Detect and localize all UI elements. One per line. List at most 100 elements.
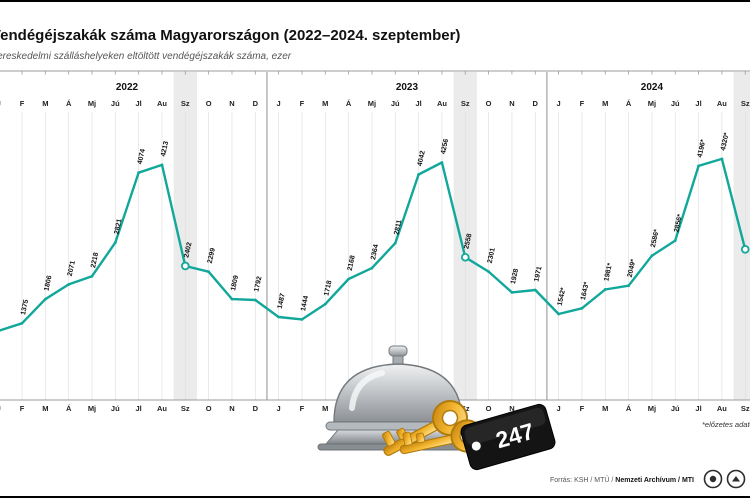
month-label-bottom: Mj (648, 404, 656, 413)
point-marker (627, 284, 630, 288)
month-label-bottom: Jl (136, 404, 142, 413)
month-label-top: F (20, 99, 25, 108)
month-label-bottom: F (580, 404, 585, 413)
month-label-top: F (300, 99, 305, 108)
data-label: 4074 (137, 148, 147, 165)
point-marker (113, 241, 117, 244)
point-marker (137, 171, 141, 175)
month-label-top: J (277, 99, 281, 108)
month-label-top: F (580, 99, 585, 108)
month-label-top: D (533, 99, 539, 108)
point-marker (417, 173, 421, 176)
month-label-top: Jl (695, 99, 701, 108)
month-label-bottom: M (322, 404, 328, 413)
data-label: 2821 (113, 218, 123, 235)
year-label: 2023 (396, 82, 419, 93)
month-label-bottom: J (0, 404, 1, 413)
month-label-bottom: Sz (461, 404, 470, 413)
page-title: Vendégéjszakák száma Magyarországon (202… (0, 27, 461, 44)
data-label: 2299 (207, 247, 217, 264)
point-marker (67, 283, 71, 286)
month-label-top: Jú (671, 99, 680, 108)
month-label-top: Jl (415, 99, 421, 108)
point-marker (160, 163, 164, 167)
mtva-logo-icon (703, 469, 723, 489)
month-label-top: Au (157, 99, 167, 108)
data-label: 2168 (347, 255, 357, 272)
point-marker (253, 298, 257, 302)
month-label-top: Sz (741, 99, 750, 108)
september-marker (460, 252, 470, 262)
data-label: 2558 (463, 233, 473, 250)
data-label: 1971 (533, 266, 543, 283)
key-tag-icon: 247 (460, 403, 556, 471)
september-marker (181, 261, 190, 271)
data-label: 1487 (277, 293, 287, 310)
point-marker (440, 161, 444, 164)
data-label: 1792 (253, 276, 263, 293)
point-marker (43, 297, 47, 301)
september-marker (740, 245, 750, 254)
data-label: 2049* (627, 258, 638, 278)
bottom-border (0, 496, 750, 498)
point-marker (370, 266, 374, 270)
point-marker (347, 277, 351, 281)
data-label: 2586* (650, 228, 661, 248)
month-label-top: M (322, 99, 328, 108)
month-label-top: J (557, 99, 561, 108)
month-label-top: Au (437, 99, 447, 108)
month-label-bottom: M (42, 404, 48, 413)
data-label: 4213 (160, 141, 170, 158)
point-marker (533, 288, 537, 292)
month-label-top: Jl (136, 99, 142, 108)
month-label-top: Au (717, 99, 727, 108)
point-marker (673, 239, 677, 243)
data-label: 4320* (720, 132, 731, 152)
point-marker (230, 297, 234, 301)
point-marker (277, 315, 281, 319)
month-label-top: N (229, 99, 234, 108)
month-label-top: Mj (88, 99, 96, 108)
data-label: 4256 (440, 138, 450, 155)
month-label-top: M (42, 99, 48, 108)
point-marker (580, 306, 584, 310)
month-label-bottom: Á (66, 404, 72, 413)
key-icon (381, 400, 468, 456)
month-label-top: Mj (648, 99, 656, 108)
point-marker (557, 312, 560, 316)
month-label-bottom: J (277, 404, 281, 413)
month-label-top: D (253, 99, 259, 108)
data-label: 1375 (20, 299, 30, 316)
point-marker (20, 321, 24, 325)
month-label-top: Á (346, 99, 352, 108)
top-border (0, 0, 750, 2)
month-label-bottom: F (300, 404, 305, 413)
month-label-top: Mj (368, 99, 376, 108)
month-label-bottom: J (557, 404, 561, 413)
data-label: 2364 (370, 244, 380, 261)
month-label-bottom: Jú (671, 404, 680, 413)
month-label-bottom: M (602, 404, 608, 413)
source-prefix: Forrás: KSH / MTÜ / (549, 477, 616, 484)
month-label-bottom: Jú (111, 404, 120, 413)
data-label: 2218 (90, 252, 100, 269)
point-marker (487, 270, 490, 274)
month-label-top: Sz (181, 99, 190, 108)
month-label-bottom: Á (626, 404, 632, 413)
month-label-bottom: Sz (741, 404, 750, 413)
hotel-illustration: 247 (317, 345, 556, 471)
data-label: 1928 (510, 268, 520, 285)
month-label-bottom: N (229, 404, 234, 413)
point-marker (323, 302, 327, 306)
month-label-top: Jú (111, 99, 120, 108)
month-label-top: J (0, 99, 1, 108)
month-label-top: M (602, 99, 608, 108)
data-label: 2071 (67, 260, 77, 277)
source-bold: Nemzeti Archívum / MTI (615, 477, 694, 484)
month-label-bottom: O (206, 404, 212, 413)
data-label: 1542* (557, 287, 568, 307)
data-label: 1809 (230, 275, 240, 292)
month-label-top: O (206, 99, 212, 108)
data-label: 4196* (697, 139, 708, 159)
data-label: 2811 (393, 219, 403, 235)
